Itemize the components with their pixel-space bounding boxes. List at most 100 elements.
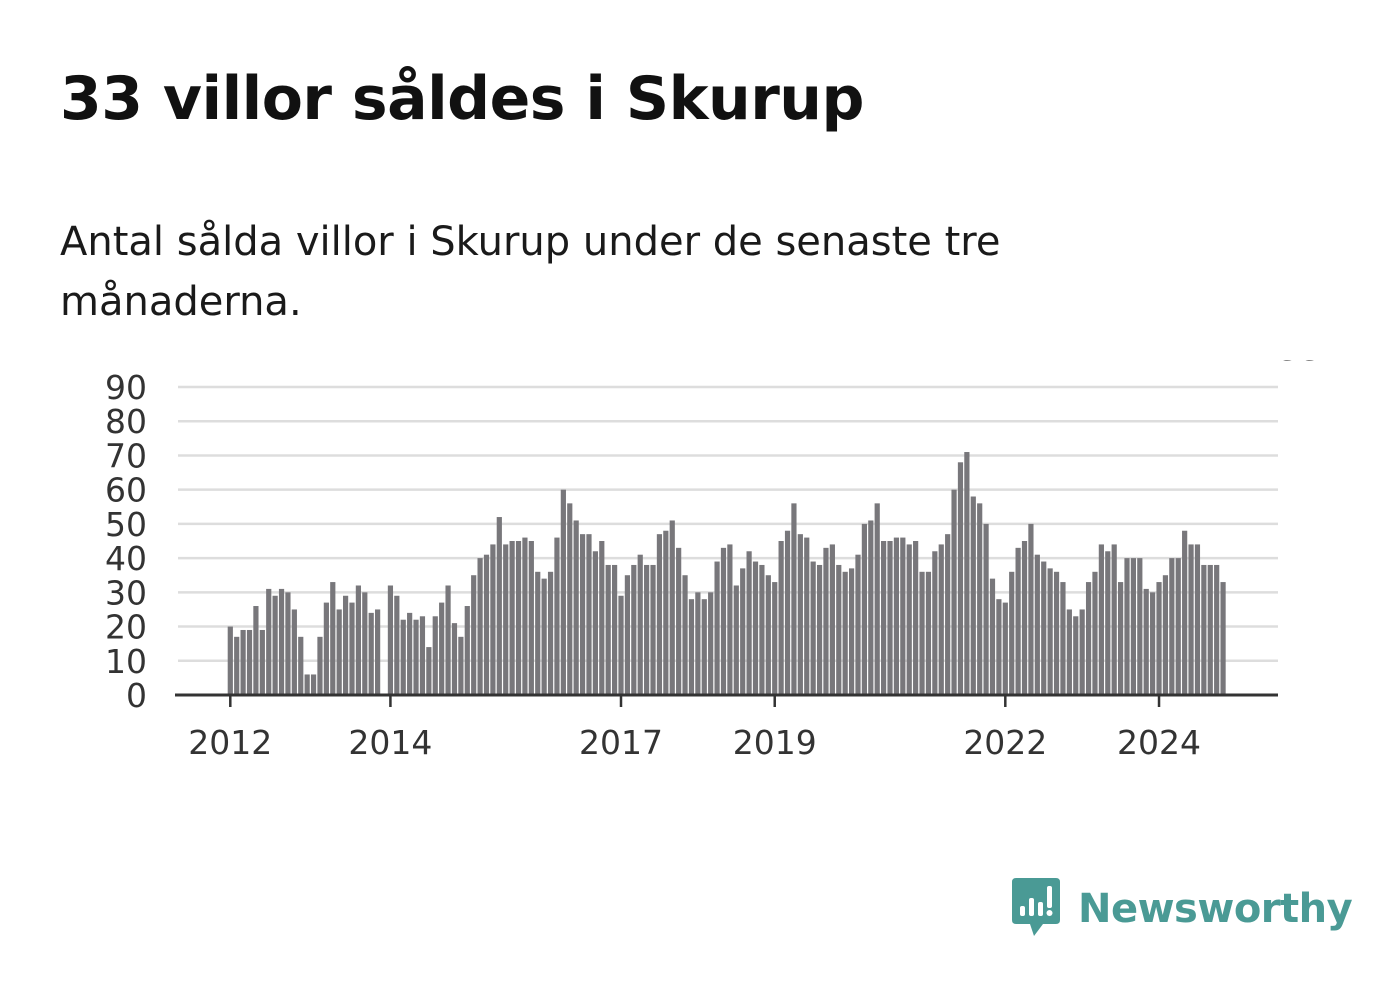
y-tick-label: 0: [126, 676, 147, 715]
chart-title: 33 villor såldes i Skurup: [60, 64, 864, 134]
bar: [246, 629, 253, 695]
bar: [964, 452, 970, 695]
bar: [253, 606, 259, 695]
bar: [874, 503, 880, 695]
bar: [291, 609, 297, 695]
bar: [541, 578, 547, 695]
bar: [1092, 571, 1098, 695]
bar: [528, 541, 534, 695]
bar: [1053, 571, 1060, 695]
bar: [842, 571, 848, 695]
bar: [483, 554, 490, 695]
bar: [304, 674, 310, 695]
data-labels: 33: [1274, 360, 1326, 373]
bar: [983, 523, 989, 695]
bar: [554, 537, 560, 695]
bar: [1143, 588, 1149, 695]
bar: [1034, 554, 1040, 695]
bar: [1002, 602, 1008, 695]
bar: [317, 636, 323, 695]
bar: [868, 520, 874, 695]
bar: [1009, 571, 1015, 695]
bar: [1085, 582, 1092, 695]
bar: [772, 582, 778, 695]
y-tick-label: 30: [105, 573, 147, 612]
bar: [727, 544, 733, 695]
bar: [471, 575, 477, 695]
bar: [1117, 582, 1124, 695]
x-axis-ticks: 2012 2014 2017 2019 2022 2024: [188, 695, 1201, 762]
bar: [746, 551, 752, 695]
y-tick-label: 20: [105, 608, 147, 647]
bar: [451, 623, 458, 695]
x-tick-label: 2024: [1117, 723, 1201, 762]
bar: [426, 647, 432, 695]
bar: [893, 537, 900, 695]
bar: [1028, 523, 1034, 695]
bars: [227, 452, 1226, 695]
bar: [1041, 561, 1047, 695]
bar: [375, 609, 381, 695]
bar: [1182, 530, 1188, 695]
bar: [714, 561, 720, 695]
bar: [547, 571, 554, 695]
bar: [1220, 582, 1226, 695]
brand-name: Newsworthy: [1078, 886, 1353, 932]
bar: [278, 588, 285, 695]
bar: [592, 551, 598, 695]
bar: [957, 462, 964, 695]
bar: [682, 575, 688, 695]
y-tick-label: 80: [105, 402, 147, 441]
bar: [503, 544, 509, 695]
chart-subtitle: Antal sålda villor i Skurup under de sen…: [60, 219, 1001, 325]
bar: [913, 541, 919, 695]
bar: [1060, 582, 1066, 695]
bar: [791, 503, 797, 695]
bar: [861, 523, 867, 695]
bar: [413, 619, 419, 695]
bar: [656, 534, 663, 695]
bar: [701, 599, 707, 695]
bar: [349, 602, 355, 695]
bar: [887, 541, 893, 695]
bar: [938, 544, 944, 695]
bar: [1047, 568, 1053, 695]
bar: [445, 585, 451, 695]
bar: [458, 636, 464, 695]
bar: [1073, 616, 1079, 695]
bar: [323, 602, 329, 695]
bar: [1175, 558, 1181, 695]
bar: [740, 568, 746, 695]
bar: [618, 595, 624, 695]
bar: [855, 554, 861, 695]
y-tick-label: 40: [105, 539, 147, 578]
bar: [688, 599, 695, 695]
y-tick-label: 10: [105, 642, 147, 681]
x-tick-label: 2019: [733, 723, 817, 762]
bar: [266, 588, 272, 695]
bar: [829, 544, 835, 695]
bar: [797, 534, 803, 695]
bar: [733, 585, 739, 695]
y-tick-label: 60: [105, 471, 147, 510]
bar: [708, 592, 714, 695]
x-tick-label: 2012: [188, 723, 272, 762]
bar: [1015, 547, 1021, 695]
bar: [1066, 609, 1072, 695]
bar: [836, 564, 842, 695]
bar: [919, 571, 925, 695]
bar: [996, 599, 1002, 695]
latest-value-label: 33: [1278, 360, 1323, 369]
bar: [234, 636, 240, 695]
bar: [778, 541, 784, 695]
y-tick-label: 90: [105, 368, 147, 407]
bar: [387, 585, 394, 695]
bar: [823, 547, 829, 695]
bar: [1214, 564, 1220, 695]
bar: [881, 541, 887, 695]
bar: [720, 547, 727, 695]
bar: [573, 520, 579, 695]
bar: [1021, 541, 1028, 695]
bar: [637, 554, 643, 695]
bar: [400, 619, 406, 695]
